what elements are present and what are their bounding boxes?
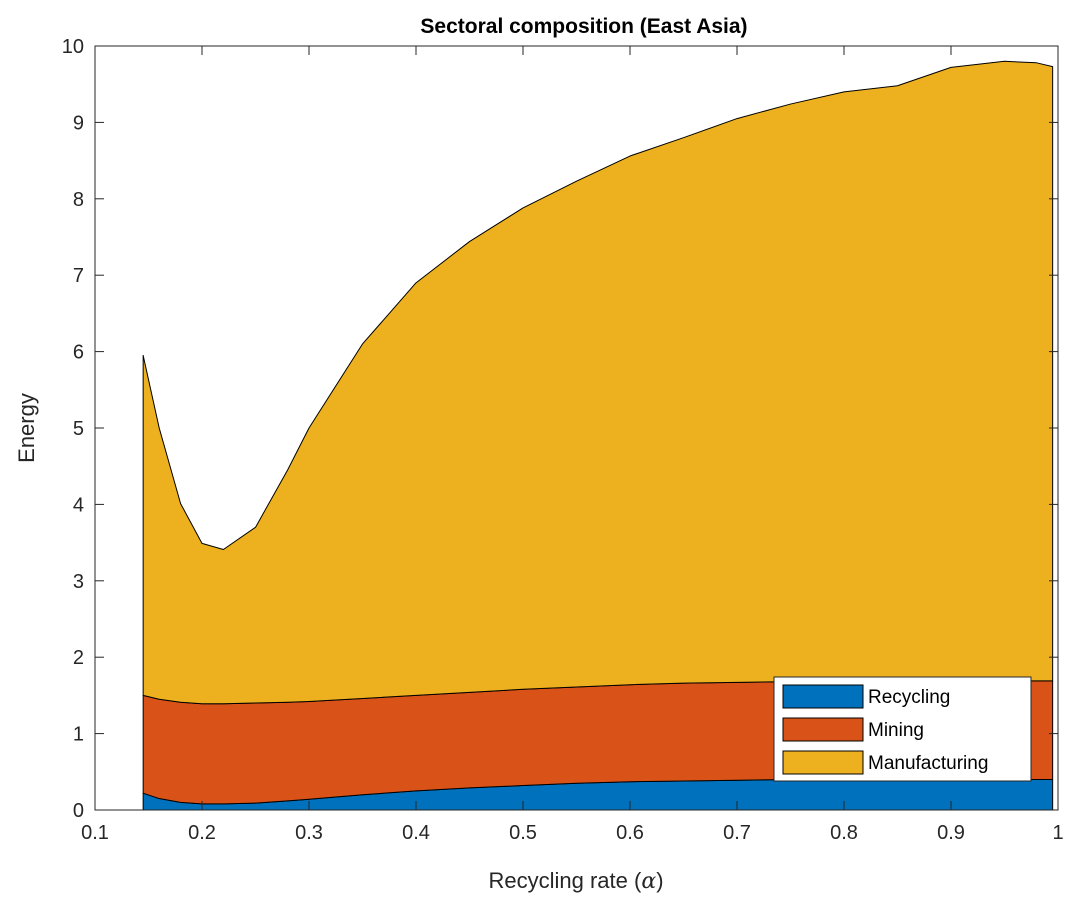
x-axis-label-close: ) <box>656 868 663 893</box>
legend: Recycling Mining Manufacturing <box>773 676 1032 782</box>
y-tick-label: 0 <box>73 800 84 822</box>
legend-swatch-recycling <box>782 684 864 709</box>
legend-label-mining: Mining <box>868 720 924 741</box>
x-axis-label: Recycling rate (α) <box>488 868 663 894</box>
y-tick-label: 5 <box>73 418 84 440</box>
x-tick-label: 0.9 <box>937 822 965 844</box>
legend-swatch-manufacturing <box>782 750 864 775</box>
y-tick-label: 7 <box>73 265 84 287</box>
y-axis: 0 1 2 3 4 5 6 7 8 9 10 <box>62 36 1058 822</box>
x-tick-label: 0.3 <box>295 822 323 844</box>
x-tick-label: 0.4 <box>402 822 430 844</box>
x-tick-label: 0.6 <box>616 822 644 844</box>
chart-title: Sectoral composition (East Asia) <box>420 15 747 38</box>
x-axis: 0.1 0.2 0.3 0.4 0.5 0.6 0.7 0.8 0.9 1 <box>81 46 1064 844</box>
legend-label-recycling: Recycling <box>868 687 950 708</box>
y-tick-label: 9 <box>73 112 84 134</box>
x-tick-label: 0.1 <box>81 822 109 844</box>
legend-label-manufacturing: Manufacturing <box>868 753 988 774</box>
x-tick-label: 0.8 <box>830 822 858 844</box>
y-tick-label: 1 <box>73 724 84 746</box>
x-axis-label-text: Recycling rate ( <box>488 868 642 893</box>
x-tick-label: 1 <box>1052 822 1063 844</box>
x-tick-label: 0.7 <box>723 822 751 844</box>
x-axis-label-symbol: α <box>641 869 656 894</box>
legend-swatch-mining <box>782 717 864 742</box>
y-tick-label: 4 <box>73 494 84 516</box>
x-tick-label: 0.5 <box>509 822 537 844</box>
x-tick-label: 0.2 <box>188 822 216 844</box>
y-tick-label: 2 <box>73 647 84 669</box>
y-tick-label: 3 <box>73 571 84 593</box>
y-tick-label: 6 <box>73 342 84 364</box>
area-manufacturing <box>142 60 1054 705</box>
y-tick-label: 8 <box>73 189 84 211</box>
y-tick-label: 10 <box>62 36 84 58</box>
y-axis-label: Energy <box>14 393 39 463</box>
